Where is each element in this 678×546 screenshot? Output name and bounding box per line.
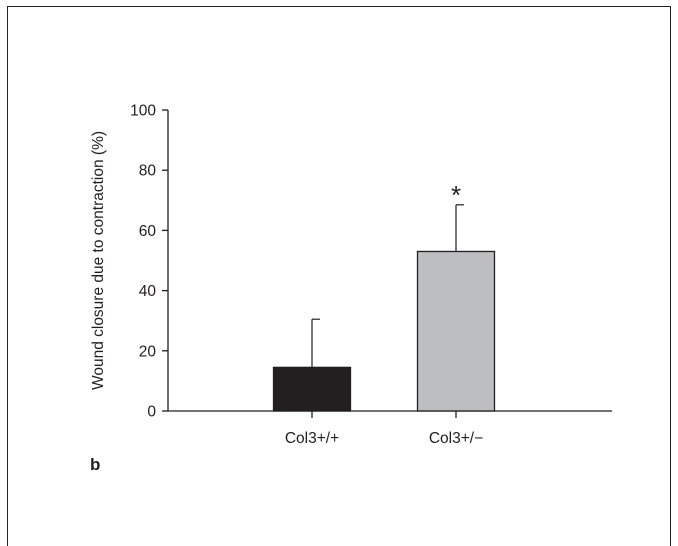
bar-chart: Wound closure due to contraction (%) 0 20… [90,103,612,474]
y-tick-label-0: 0 [147,404,156,421]
y-tick-label-40: 40 [139,283,157,300]
annotations: * [451,180,461,210]
bar-2 [416,250,496,412]
y-tick-label-60: 60 [139,223,157,240]
x-tick-label-1: Col3+/+ [285,430,339,447]
y-tick-label-80: 80 [139,163,157,180]
y-axis: 0 20 40 60 80 100 [130,103,169,421]
y-tick-label-100: 100 [130,103,156,120]
panel-label: b [90,455,100,474]
bar-group-1 [272,318,352,412]
y-axis-label: Wound closure due to contraction (%) [90,131,107,390]
figure-frame [7,6,671,546]
bar-group-2 [416,204,496,412]
y-tick-label-20: 20 [139,343,157,360]
significance-marker-1: * [451,180,461,210]
bar-1 [272,366,352,412]
y-axis-label-group: Wound closure due to contraction (%) [90,131,107,390]
x-axis: Col3+/+ Col3+/− [168,410,612,447]
bars [272,204,496,412]
x-tick-label-2: Col3+/− [429,430,483,447]
